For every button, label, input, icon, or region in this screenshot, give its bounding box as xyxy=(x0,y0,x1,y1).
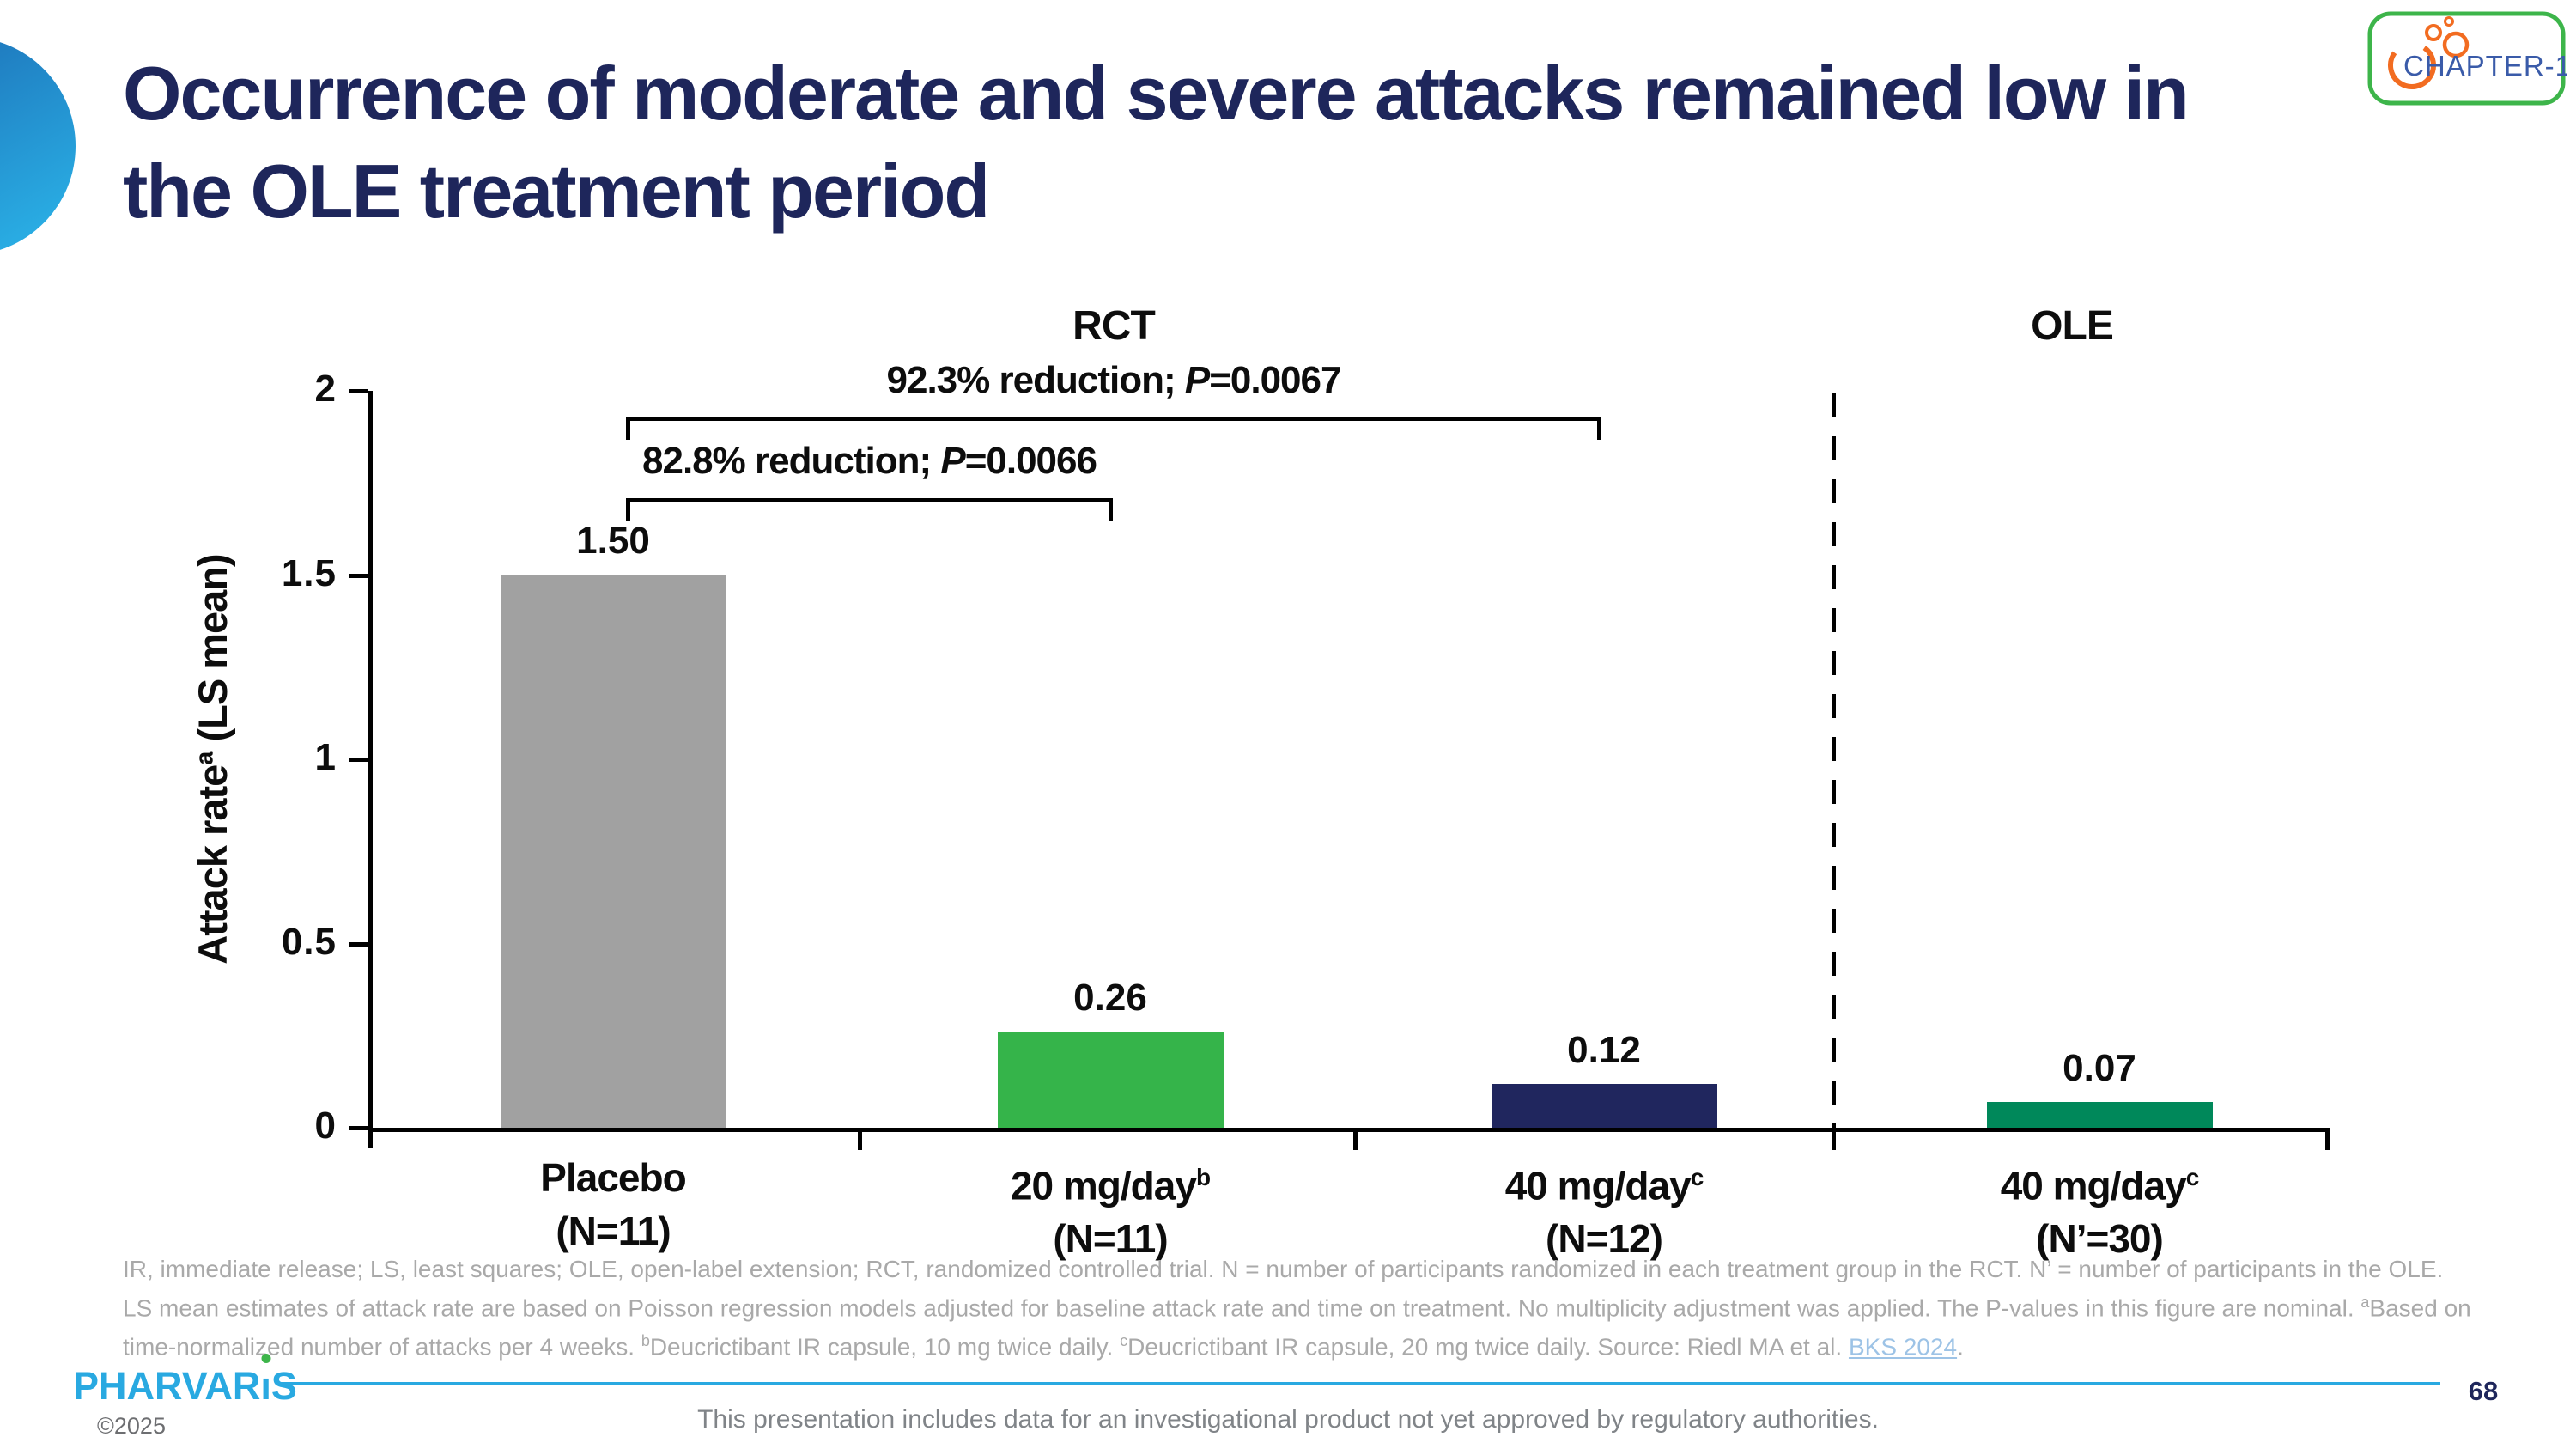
footer-divider-line xyxy=(279,1382,2440,1385)
bar-value-label: 0.07 xyxy=(2063,1047,2136,1089)
y-axis-tick-mark xyxy=(349,1126,368,1130)
footnote-superscript: a xyxy=(2360,1294,2370,1311)
annotation-text: 92.3% reduction; xyxy=(886,359,1185,401)
y-axis-line xyxy=(368,391,373,1148)
chapter-logo-border xyxy=(2367,11,2566,106)
bar-category-dose: 40 mg/dayc xyxy=(2000,1163,2200,1209)
pharvaris-logo: PHARVARıS xyxy=(73,1364,297,1409)
y-axis-tick-mark xyxy=(349,389,368,393)
footer-disclaimer: This presentation includes data for an i… xyxy=(697,1405,1879,1434)
footnote-text: Deucrictibant IR capsule, 10 mg twice da… xyxy=(649,1333,1121,1361)
bar-category-dose: Placebo xyxy=(540,1155,686,1200)
x-axis-tick-mark xyxy=(2325,1128,2330,1150)
footnote-text: Based on time-normalized number of attac… xyxy=(123,1294,2471,1361)
pharvaris-logo-text: S xyxy=(270,1364,297,1408)
bar-value-label: 1.50 xyxy=(576,520,650,562)
annotation-p-symbol: P xyxy=(1184,359,1210,401)
pharvaris-logo-i-green-dot: ı xyxy=(260,1364,271,1408)
bar-category-dose: 20 mg/dayb xyxy=(1010,1163,1211,1209)
bar-value-label: 0.26 xyxy=(1073,977,1147,1019)
annotation-92-reduction: 92.3% reduction; P=0.0067 xyxy=(626,359,1601,402)
comparison-bracket-82 xyxy=(626,498,1113,521)
footnote-superscript: b xyxy=(641,1332,650,1350)
y-axis-tick-label: 1 xyxy=(314,736,337,778)
page-number: 68 xyxy=(2468,1376,2499,1406)
bar-category-label: 40 mg/dayc (N’=30) xyxy=(1902,1151,2297,1265)
copyright-text: ©2025 xyxy=(97,1413,166,1439)
y-axis-tick-mark xyxy=(349,758,368,762)
chapter-logo-bubble-icon xyxy=(2425,24,2442,41)
bar-category-dose: 40 mg/dayc xyxy=(1504,1163,1704,1209)
bar-40-mg-day xyxy=(1986,1102,2213,1128)
bar-20-mg-day xyxy=(997,1032,1224,1128)
x-axis-tick-mark xyxy=(1353,1128,1358,1150)
annotation-p-value: =0.0067 xyxy=(1209,359,1341,401)
footnote-text: IR, immediate release; LS, least squares… xyxy=(123,1256,2444,1322)
bar-40-mg-day xyxy=(1491,1084,1717,1128)
y-axis-tick-label: 0 xyxy=(314,1105,337,1147)
y-axis-tick-mark xyxy=(349,941,368,947)
group-label-ole: OLE xyxy=(2031,303,2114,349)
annotation-p-symbol: P xyxy=(940,440,965,482)
bar-category-label: 20 mg/dayb (N=11) xyxy=(913,1151,1308,1265)
bar-value-label: 0.12 xyxy=(1567,1029,1641,1071)
x-axis-line xyxy=(368,1128,2329,1132)
x-axis-tick-mark xyxy=(1832,1128,1836,1150)
chapter-logo-bubble-icon xyxy=(2442,31,2470,58)
bar-category-n: (N=11) xyxy=(556,1209,671,1253)
y-axis-label-superscript: a xyxy=(191,752,219,765)
group-label-rct: RCT xyxy=(1072,303,1156,349)
y-axis-tick-label: 2 xyxy=(314,368,337,410)
bar-category-label: Placebo (N=11) xyxy=(416,1151,811,1257)
y-axis-tick-label: 1.5 xyxy=(281,551,337,594)
y-axis-tick-label: 0.5 xyxy=(281,920,337,963)
bar-category-n: (N=11) xyxy=(1053,1216,1168,1262)
annotation-82-reduction: 82.8% reduction; P=0.0066 xyxy=(626,440,1113,483)
footnote: IR, immediate release; LS, least squares… xyxy=(123,1252,2476,1364)
bar-category-n: (N=12) xyxy=(1546,1216,1663,1262)
chapter-1-logo: CHAPTER-1 xyxy=(2367,11,2567,106)
bar-placebo xyxy=(500,575,726,1128)
chapter-logo-bubble-icon xyxy=(2444,16,2454,27)
bar-category-n: (N’=30) xyxy=(2036,1216,2164,1262)
annotation-p-value: =0.0066 xyxy=(964,440,1097,482)
pharvaris-logo-text: PHARVAR xyxy=(73,1364,261,1408)
rct-ole-dashed-divider xyxy=(1832,393,1836,1128)
comparison-bracket-92 xyxy=(626,417,1601,440)
chapter-logo-text: CHAPTER-1 xyxy=(2403,50,2567,82)
page-title-line-2: the OLE treatment period xyxy=(123,149,990,234)
footnote-text: Deucrictibant IR capsule, 20 mg twice da… xyxy=(1127,1333,1849,1361)
page-title: Occurrence of moderate and severe attack… xyxy=(123,45,2190,240)
footnote-source-link[interactable]: BKS 2024 xyxy=(1848,1333,1958,1361)
x-axis-tick-mark xyxy=(858,1128,862,1150)
footnote-superscript: c xyxy=(1120,1332,1128,1350)
y-axis-tick-mark xyxy=(349,573,368,578)
annotation-text: 82.8% reduction; xyxy=(642,440,941,482)
footnote-text: . xyxy=(1957,1333,1964,1361)
bar-category-label: 40 mg/dayc (N=12) xyxy=(1406,1151,1801,1265)
page-title-line-1: Occurrence of moderate and severe attack… xyxy=(123,51,2190,136)
